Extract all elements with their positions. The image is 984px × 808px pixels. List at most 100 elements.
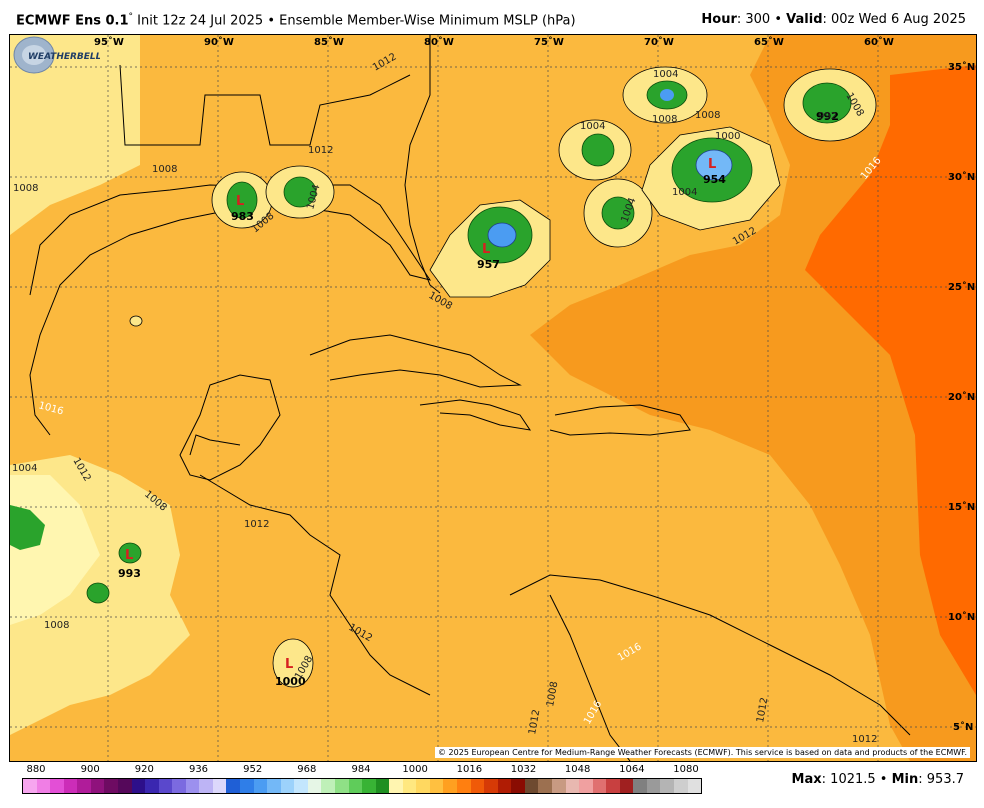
min-value: 1000 [275,675,306,688]
colorbar-swatch [416,779,430,793]
title-left: ECMWF Ens 0.1° Init 12z 24 Jul 2025 • En… [16,12,576,28]
contour-label: 1000 [715,131,740,142]
colorbar-swatch [321,779,335,793]
min-value: 983 [231,210,254,223]
contour-label: 1008 [44,620,69,631]
colorbar-swatch [294,779,308,793]
colorbar-swatch [389,779,403,793]
colorbar [22,778,702,794]
lat-label: 35˚N [948,61,975,73]
colorbar-swatch [90,779,105,793]
contour-label: 1004 [12,463,37,474]
colorbar-tick-label: 1048 [564,764,591,775]
colorbar-swatch [538,779,552,793]
low-marker: L [125,548,133,563]
low-system [583,178,653,248]
colorbar-swatch [551,779,566,793]
colorbar-tick-label: 900 [80,764,100,775]
colorbar-swatch [307,779,322,793]
lon-label: 85˚W [314,36,344,48]
title-bar: ECMWF Ens 0.1° Init 12z 24 Jul 2025 • En… [0,0,984,34]
lon-label: 80˚W [424,36,454,48]
colorbar-swatch [185,779,200,793]
colorbar-tick-label: 952 [243,764,263,775]
max-label: Max [791,772,822,787]
low-system [118,542,142,564]
colorbar-swatch [348,779,363,793]
contour-label: 1008 [652,114,677,125]
colorbar-swatch [511,779,525,793]
colorbar-swatch [253,779,268,793]
separator: • [267,13,275,29]
low-marker: L [236,194,244,209]
lat-label: 25˚N [948,281,975,293]
low-marker: L [285,657,293,672]
colorbar-swatch [131,779,146,793]
colorbar-tick-label: 1064 [619,764,645,775]
colorbar-swatch [660,779,674,793]
hour-label: Hour [701,12,737,27]
low-system [86,582,110,604]
field-1008-region-nw [10,35,140,235]
separator: • [774,12,783,27]
colorbar-ticks: 880 900 920 936 952 968 984 1000 1016 1032 1048 106… [22,764,700,776]
lat-label: 5˚N [953,721,973,733]
low-marker: L [708,157,716,172]
colorbar-swatch [646,779,661,793]
colorbar-swatch [334,779,349,793]
contour-label: 1008 [13,183,38,194]
contour-label: 1012 [527,709,542,736]
valid-value: : 00z Wed 6 Aug 2025 [822,12,967,27]
colorbar-swatch [158,779,173,793]
contour-label: 1012 [755,697,770,724]
colorbar-swatch [23,779,37,793]
contour-label: 1008 [695,110,720,121]
colorbar-swatch [674,779,688,793]
colorbar-swatch [280,779,295,793]
colorbar-swatch [104,779,118,793]
valid-label: Valid [786,12,823,27]
init-time: Init 12z 24 Jul 2025 [137,13,264,29]
weatherbell-logo: WEATHERBELL [13,36,100,74]
lon-label: 70˚W [644,36,674,48]
min-value: 954 [703,173,726,186]
min-value: 992 [816,110,839,123]
colorbar-swatch [687,779,702,793]
colorbar-swatch [633,779,647,793]
min-value: : 953.7 [918,772,964,787]
low-system [272,638,314,688]
colorbar-swatch [267,779,281,793]
colorbar-swatch [402,779,417,793]
field-1020-region [805,65,976,695]
title-right: Hour: 300 • Valid: 00z Wed 6 Aug 2025 [701,12,966,27]
colorbar-swatch [172,779,186,793]
lon-label: 65˚W [754,36,784,48]
contour-label: 1008 [152,164,177,175]
colorbar-tick-label: 1016 [456,764,483,775]
colorbar-tick-label: 1000 [402,764,428,775]
colorbar-tick-label: 1080 [673,764,699,775]
max-min-stats: Max: 1021.5 • Min: 953.7 [792,772,964,787]
separator: • [879,772,888,787]
contour-label: 1012 [244,519,269,530]
low-systems [10,66,877,688]
lat-label: 30˚N [948,171,975,183]
colorbar-tick-label: 1032 [510,764,537,775]
colorbar-swatch [592,779,607,793]
low-markers: L L L L L [125,157,716,672]
low-system [558,119,632,181]
colorbar-swatch [240,779,254,793]
colorbar-tick-label: 968 [297,764,317,775]
map-canvas: L L L L L 983 957 954 993 1000 992 1012 … [10,35,976,761]
logo-text: WEATHERBELL [28,52,100,62]
model-name: ECMWF Ens 0.1 [16,13,129,29]
contour-label: 1012 [308,145,333,156]
colorbar-swatch [619,779,634,793]
low-system [783,68,877,142]
min-value: 957 [477,258,500,271]
map-panel: L L L L L 983 957 954 993 1000 992 1012 … [9,34,977,762]
low-system [622,66,708,124]
lon-label: 90˚W [204,36,234,48]
colorbar-swatch [226,779,240,793]
low-system [10,505,45,550]
